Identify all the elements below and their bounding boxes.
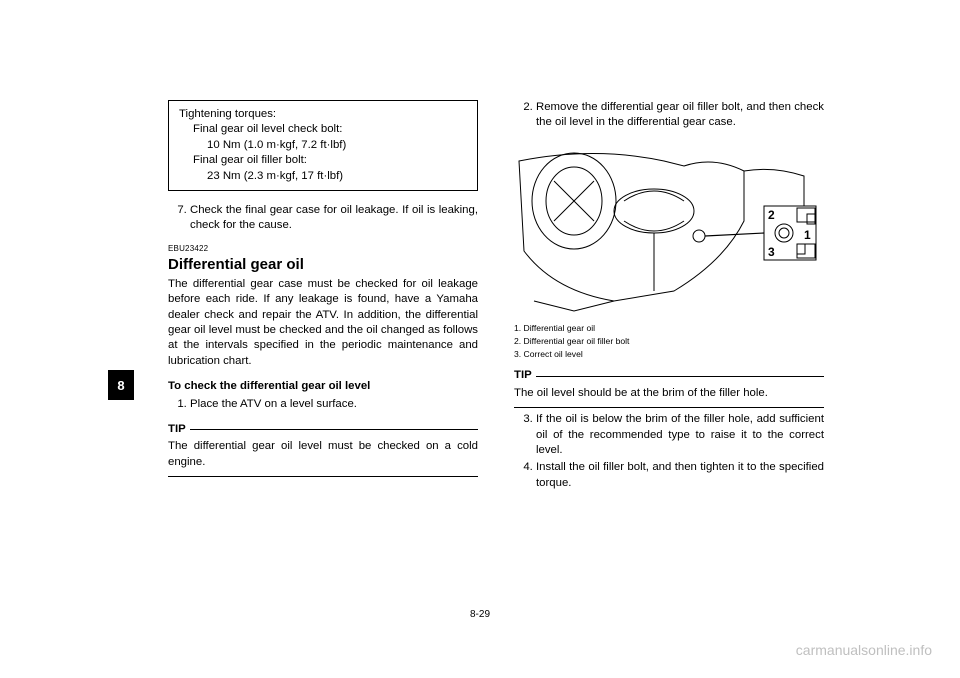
torque-heading: Tightening torques: xyxy=(179,107,467,122)
watermark: carmanualsonline.info xyxy=(796,642,932,658)
subheading-check-level: To check the differential gear oil level xyxy=(168,379,478,394)
section-title: Differential gear oil xyxy=(168,255,478,275)
step-2: Remove the differential gear oil filler … xyxy=(536,100,824,131)
step-7: Check the final gear case for oil leakag… xyxy=(190,203,478,234)
manual-page: 8 Tightening torques: Final gear oil lev… xyxy=(0,0,960,678)
tip-label: TIP xyxy=(168,422,186,437)
page-number: 8-29 xyxy=(0,609,960,620)
chapter-tab: 8 xyxy=(108,370,134,400)
step-list-3: If the oil is below the brim of the fill… xyxy=(514,412,824,491)
tip-rule-icon xyxy=(190,429,478,430)
step-list-7: Check the final gear case for oil leakag… xyxy=(168,203,478,234)
svg-text:2: 2 xyxy=(768,208,775,222)
step-1: Place the ATV on a level surface. xyxy=(190,397,478,412)
tip-body-left: The differential gear oil level must be … xyxy=(168,439,478,470)
section-end-rule xyxy=(168,476,478,477)
torque-value-2: 23 Nm (2.3 m·kgf, 17 ft·lbf) xyxy=(179,169,467,184)
figure-caption-3: 3. Correct oil level xyxy=(514,348,824,361)
tip-body-right: The oil level should be at the brim of t… xyxy=(514,386,824,401)
step-3: If the oil is below the brim of the fill… xyxy=(536,412,824,458)
torque-spec-box: Tightening torques: Final gear oil level… xyxy=(168,100,478,191)
right-column: Remove the differential gear oil filler … xyxy=(514,100,824,501)
step-list-2: Remove the differential gear oil filler … xyxy=(514,100,824,131)
differential-figure: 1 2 3 xyxy=(514,141,824,316)
svg-text:3: 3 xyxy=(768,245,775,259)
tip-end-rule xyxy=(514,407,824,408)
left-column: Tightening torques: Final gear oil level… xyxy=(168,100,478,501)
ebu-code: EBU23422 xyxy=(168,244,478,255)
step-list-1: Place the ATV on a level surface. xyxy=(168,397,478,412)
tip-label-right: TIP xyxy=(514,368,532,383)
step-4: Install the oil filler bolt, and then ti… xyxy=(536,460,824,491)
svg-text:1: 1 xyxy=(804,228,811,242)
torque-value-1: 10 Nm (1.0 m·kgf, 7.2 ft·lbf) xyxy=(179,138,467,153)
tip-rule-icon xyxy=(536,376,824,377)
figure-captions: 1. Differential gear oil 2. Differential… xyxy=(514,322,824,361)
figure-svg: 1 2 3 xyxy=(514,141,824,316)
section-paragraph: The differential gear case must be check… xyxy=(168,277,478,369)
tip-heading-right: TIP xyxy=(514,368,824,383)
torque-item-1: Final gear oil level check bolt: xyxy=(179,122,467,137)
figure-caption-1: 1. Differential gear oil xyxy=(514,322,824,335)
figure-caption-2: 2. Differential gear oil filler bolt xyxy=(514,335,824,348)
torque-item-2: Final gear oil filler bolt: xyxy=(179,153,467,168)
content-columns: Tightening torques: Final gear oil level… xyxy=(0,100,960,501)
tip-heading-left: TIP xyxy=(168,422,478,437)
